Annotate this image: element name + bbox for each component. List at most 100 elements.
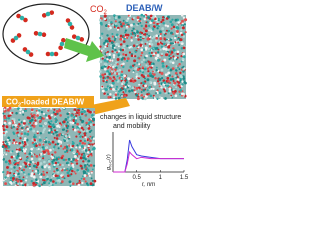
atom-dot [149,21,153,25]
atom-dot [71,121,75,125]
atom-dot [148,42,151,46]
atom-dot [116,42,119,46]
atom-dot [89,139,92,143]
atom-dot [106,76,109,79]
atom-dot [112,87,115,91]
atom-dot [16,127,19,131]
atom-dot [50,120,53,123]
atom-dot [157,17,160,21]
atom-dot [104,45,107,49]
atom-dot [136,30,139,34]
atom-dot [44,114,48,117]
atom-dot [147,70,150,73]
atom-dot [60,141,63,144]
atom-dot [136,97,140,101]
atom-dot [65,123,68,126]
atom-dot [132,22,136,26]
atom-dot [83,166,86,169]
atom-dot [54,117,57,120]
atom-dot [134,50,137,54]
atom-dot [75,146,78,149]
atom-dot [126,59,129,63]
atom-dot [130,39,133,42]
loaded-label: CO2-loaded DEAB/W [6,98,85,109]
atom-dot [171,37,174,40]
atom-dot [31,169,34,172]
atom-dot [101,57,104,60]
atom-dot [116,93,120,96]
atom-dot [126,57,130,60]
atom-dot [147,48,150,51]
atom-dot [120,64,123,67]
atom-dot [159,96,161,98]
atom-dot [12,131,15,134]
atom-dot [136,16,140,20]
atom-dot [76,150,79,153]
atom-dot [124,90,127,93]
atom-dot [6,108,10,112]
atom-dot [29,167,31,169]
atom-dot [41,183,44,186]
atom-dot [117,15,121,19]
atom-dot [155,36,159,40]
atom-dot [165,53,168,57]
atom-dot [65,162,68,165]
atom-dot [80,144,84,148]
atom-dot [78,146,82,149]
atom-dot [15,171,18,174]
atom-dot [161,42,164,45]
atom-dot [33,116,36,119]
atom-dot [132,27,135,30]
atom-dot [116,75,119,78]
atom-dot [181,92,184,96]
atom-dot [56,129,59,132]
atom-dot [28,122,30,125]
atom-dot [70,114,74,117]
atom-dot [17,126,20,128]
atom-dot [63,168,67,172]
atom-dot [54,182,58,185]
atom-dot [180,28,183,32]
atom-dot [38,138,42,142]
atom-dot [158,56,161,59]
oxygen-atom [79,37,85,42]
carbon-atom [19,15,25,21]
atom-dot [45,116,49,119]
atom-dot [62,107,66,110]
atom-dot [56,163,60,166]
atom-dot [155,92,158,95]
y-label-sub: N-C [108,160,113,167]
atom-dot [78,133,81,135]
atom-dot [90,129,93,132]
atom-dot [116,28,120,31]
atom-dot [61,128,65,131]
co2-molecules [10,10,85,57]
atom-dot [75,162,79,165]
atom-dot [137,75,141,78]
atom-dot [163,38,166,41]
atom-dot [39,132,42,135]
atom-dot [63,167,66,170]
gas-label: CO2 [90,4,108,16]
atom-dot [155,69,158,72]
atom-dot [135,93,139,97]
atom-dot [76,111,79,115]
atom-dot [9,161,12,165]
atom-dot [8,159,11,163]
atom-dot [135,36,138,39]
atom-dot [152,87,155,91]
atom-dot [28,126,31,129]
atom-dot [67,116,70,119]
atom-dot [53,136,56,139]
atom-dot [67,164,70,166]
atom-dot [134,55,137,58]
atom-dot [119,34,123,38]
atom-dot [43,179,46,182]
co2-molecule [10,33,22,43]
atom-dot [142,75,146,78]
x-axis-label: r, nm [142,182,155,188]
atom-dot [53,170,56,173]
atom-dot [39,175,43,179]
atom-dot [4,145,8,148]
atom-dot [182,55,186,59]
